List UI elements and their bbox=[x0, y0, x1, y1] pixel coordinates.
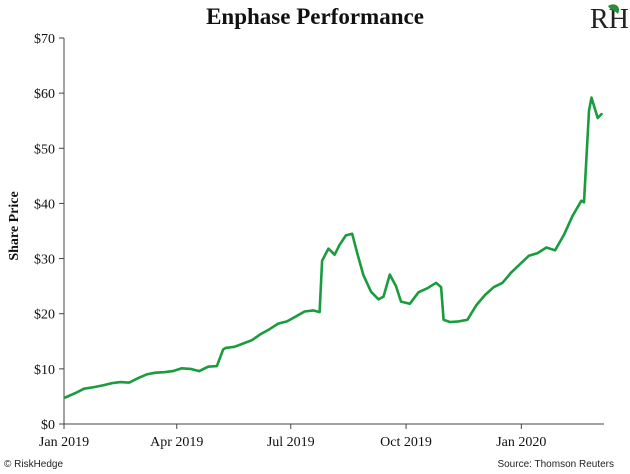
data-point bbox=[449, 321, 451, 323]
source-credit: Source: Thomson Reuters bbox=[497, 459, 614, 470]
y-tick-label: $20 bbox=[34, 308, 55, 323]
share-price-line bbox=[64, 96, 603, 399]
data-point bbox=[110, 382, 113, 385]
data-point bbox=[163, 371, 166, 374]
x-tick-label: Jul 2019 bbox=[267, 435, 315, 450]
data-point bbox=[224, 347, 227, 349]
data-point bbox=[435, 281, 437, 284]
data-point bbox=[527, 254, 530, 257]
data-point bbox=[362, 274, 365, 276]
data-point bbox=[417, 291, 420, 294]
data-point bbox=[251, 339, 253, 342]
data-point bbox=[198, 370, 201, 372]
data-point bbox=[571, 214, 574, 217]
data-point bbox=[440, 286, 442, 289]
data-point bbox=[321, 259, 323, 262]
data-point bbox=[501, 281, 504, 284]
x-tick-label: Oct 2019 bbox=[380, 435, 432, 450]
data-point bbox=[294, 315, 297, 318]
data-point bbox=[475, 304, 478, 307]
data-point bbox=[83, 387, 85, 390]
data-point bbox=[128, 381, 131, 384]
data-point bbox=[74, 392, 77, 394]
data-point bbox=[536, 252, 539, 255]
data-points-layer bbox=[64, 96, 603, 399]
x-tick-label: Apr 2019 bbox=[150, 435, 203, 450]
data-point bbox=[145, 373, 148, 376]
axes-layer bbox=[63, 38, 604, 425]
x-tick-label: Jan 2020 bbox=[496, 435, 546, 450]
data-point bbox=[154, 371, 157, 374]
data-point bbox=[93, 386, 95, 388]
data-point bbox=[583, 201, 585, 204]
data-point bbox=[596, 117, 599, 119]
data-point bbox=[312, 309, 315, 312]
data-point bbox=[303, 310, 306, 313]
data-point bbox=[172, 370, 174, 372]
y-tick-label: $0 bbox=[41, 418, 55, 433]
data-point bbox=[590, 96, 593, 99]
data-point bbox=[519, 263, 521, 265]
data-point bbox=[484, 294, 486, 296]
data-point bbox=[370, 290, 372, 293]
data-point bbox=[563, 234, 565, 236]
data-point bbox=[268, 328, 271, 331]
data-point bbox=[426, 287, 429, 290]
data-point bbox=[345, 234, 347, 237]
data-point bbox=[382, 295, 385, 298]
data-point bbox=[180, 367, 183, 370]
data-point bbox=[395, 285, 397, 287]
data-point bbox=[101, 384, 104, 387]
data-point bbox=[588, 109, 590, 112]
data-point bbox=[333, 253, 336, 256]
y-tick-label: $30 bbox=[34, 253, 55, 268]
data-point bbox=[554, 249, 556, 252]
data-point bbox=[242, 342, 245, 345]
riskhedge-logo: RH bbox=[590, 4, 628, 34]
y-tick-label: $40 bbox=[34, 197, 55, 212]
data-point bbox=[338, 243, 341, 246]
data-point bbox=[457, 320, 460, 323]
y-tick-label: $60 bbox=[34, 87, 55, 102]
data-point bbox=[119, 381, 122, 383]
data-point bbox=[137, 377, 139, 380]
data-point bbox=[377, 298, 380, 301]
data-point bbox=[277, 322, 280, 325]
y-tick-label: $50 bbox=[34, 142, 55, 157]
data-point bbox=[64, 396, 67, 399]
data-point bbox=[207, 365, 210, 368]
data-point bbox=[351, 232, 354, 235]
data-point bbox=[233, 345, 236, 348]
x-ticks-layer: Jan 2019 Apr 2019 Jul 2019 Oct 2019 Jan 2020 bbox=[39, 424, 546, 450]
logo-leaf bbox=[608, 4, 620, 14]
data-point bbox=[286, 320, 288, 323]
y-tick-label: $70 bbox=[34, 32, 55, 47]
y-ticks-layer: $0 $10 $20 $30 $40 $50 $60 $70 bbox=[34, 32, 64, 433]
chart-title: Enphase Performance bbox=[206, 4, 424, 29]
data-point bbox=[318, 311, 321, 313]
x-tick-label: Jan 2019 bbox=[39, 435, 89, 450]
data-point bbox=[189, 368, 192, 370]
data-point bbox=[510, 271, 513, 274]
data-point bbox=[580, 199, 583, 202]
data-point bbox=[442, 318, 445, 321]
brand-credit: © RiskHedge bbox=[4, 459, 64, 470]
data-point bbox=[222, 348, 225, 351]
y-tick-label: $10 bbox=[34, 363, 55, 378]
data-point bbox=[216, 365, 218, 367]
data-point bbox=[545, 246, 548, 249]
data-point bbox=[259, 333, 262, 335]
data-point bbox=[466, 318, 469, 321]
data-point bbox=[600, 113, 603, 115]
data-point bbox=[408, 302, 411, 305]
data-point bbox=[492, 286, 495, 289]
data-point bbox=[356, 252, 359, 255]
data-point bbox=[400, 300, 402, 303]
logo-letters: RH bbox=[590, 4, 628, 34]
data-point bbox=[327, 247, 330, 250]
data-point bbox=[388, 273, 391, 276]
